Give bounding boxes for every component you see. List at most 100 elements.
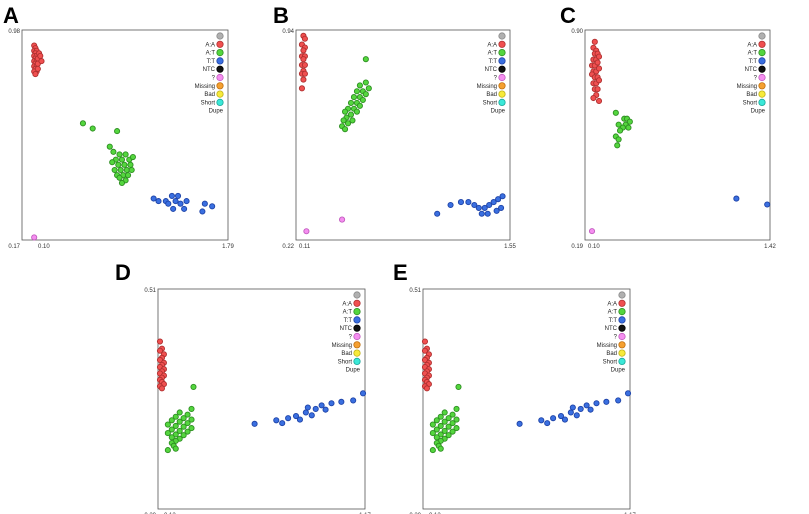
data-point: [587, 406, 594, 413]
data-point: [168, 426, 175, 433]
data-point: [172, 198, 179, 205]
data-point: [499, 193, 506, 200]
data-point: [437, 431, 444, 438]
data-point: [156, 338, 164, 345]
legend-label: ?: [754, 76, 758, 82]
data-point: [612, 109, 619, 116]
legend-marker: [758, 73, 766, 82]
data-point: [490, 199, 497, 206]
data-point: [353, 88, 360, 95]
data-point: [441, 427, 448, 434]
data-point: [486, 201, 493, 209]
data-point: [453, 405, 460, 412]
data-point: [172, 431, 179, 438]
data-point: [615, 397, 622, 404]
legend-label: Dupe: [491, 109, 506, 115]
legend-label: Short: [201, 100, 216, 106]
data-point: [183, 198, 190, 205]
data-point: [340, 117, 347, 124]
plot-frame: [157, 288, 366, 510]
legend-marker: [758, 82, 766, 90]
data-point: [595, 97, 603, 105]
data-point: [583, 402, 590, 409]
data-point: [441, 418, 448, 425]
legend-label: T:T: [489, 59, 498, 65]
data-point: [300, 56, 307, 63]
data-point: [292, 412, 300, 420]
legend-label: NTC: [340, 326, 353, 332]
y-min-label: 0.19: [571, 244, 583, 250]
data-point: [365, 85, 372, 92]
data-point: [106, 143, 113, 150]
legend-marker: [498, 32, 506, 40]
legend-marker: [758, 98, 766, 107]
legend-marker: [353, 341, 361, 349]
data-point: [301, 70, 308, 77]
legend-marker: [758, 90, 766, 98]
legend-marker: [216, 98, 224, 107]
data-point: [158, 385, 165, 392]
data-point: [495, 196, 502, 203]
legend-marker: [498, 40, 506, 48]
data-point: [301, 35, 308, 42]
legend-label: A:A: [607, 301, 617, 307]
data-point: [349, 117, 356, 124]
data-point: [449, 420, 456, 427]
data-point: [116, 151, 123, 158]
data-point: [626, 118, 633, 125]
data-point: [615, 136, 622, 143]
legend-marker: [618, 332, 626, 341]
data-point: [123, 166, 130, 174]
data-point: [421, 356, 429, 364]
legend-label: A:A: [205, 42, 215, 48]
data-point: [155, 198, 162, 205]
data-point: [117, 166, 124, 174]
legend-label: Dupe: [346, 368, 361, 374]
data-point: [176, 418, 183, 425]
data-point: [493, 207, 500, 214]
plot-frame: [21, 29, 229, 241]
data-point: [300, 76, 307, 83]
data-point: [188, 405, 195, 412]
data-point: [423, 385, 430, 392]
legend-marker: [216, 57, 224, 65]
data-point: [172, 413, 179, 420]
legend-marker: [216, 65, 224, 73]
panel-c: C 0.90 0.19 0.10 1.42 A:A A:T T:T NTC? Missing Ba…: [540, 0, 809, 255]
data-point: [32, 71, 39, 78]
data-point: [577, 405, 584, 412]
panel-letter: D: [115, 260, 131, 285]
data-point: [308, 412, 315, 419]
data-point: [339, 216, 346, 223]
panel-a: A 0.98 0.17 0.10 1.79 A:A A:T T:T NTC? Missing Ba…: [0, 0, 270, 255]
data-point: [362, 56, 369, 63]
legend-marker: [353, 291, 361, 299]
data-point: [437, 445, 444, 452]
legend-marker: [216, 90, 224, 98]
x-max-label: 1.55: [504, 244, 516, 250]
legend-marker: [618, 307, 626, 316]
legend-marker: [758, 48, 766, 57]
data-point: [544, 420, 551, 427]
legend-marker: [758, 40, 766, 48]
data-point: [124, 172, 132, 179]
x-min-label: 0.11: [299, 244, 311, 250]
plot-frame: [584, 29, 771, 241]
data-point: [447, 201, 454, 209]
data-point: [471, 201, 478, 209]
data-point: [344, 120, 352, 127]
data-point: [312, 405, 319, 412]
data-point: [625, 124, 632, 131]
legend-label: Missing: [195, 84, 215, 90]
data-point: [122, 151, 129, 158]
data-point: [433, 426, 440, 433]
data-point: [359, 96, 366, 104]
scatter-plot: 0.510.200.121.17A:AA:TT:TNTC?MissingBadS…: [409, 288, 636, 514]
legend-label: Bad: [341, 351, 352, 357]
data-point: [285, 415, 292, 422]
data-point: [164, 447, 171, 454]
data-point: [362, 79, 369, 86]
data-point: [573, 412, 580, 419]
data-point: [251, 420, 258, 427]
data-point: [434, 210, 441, 217]
